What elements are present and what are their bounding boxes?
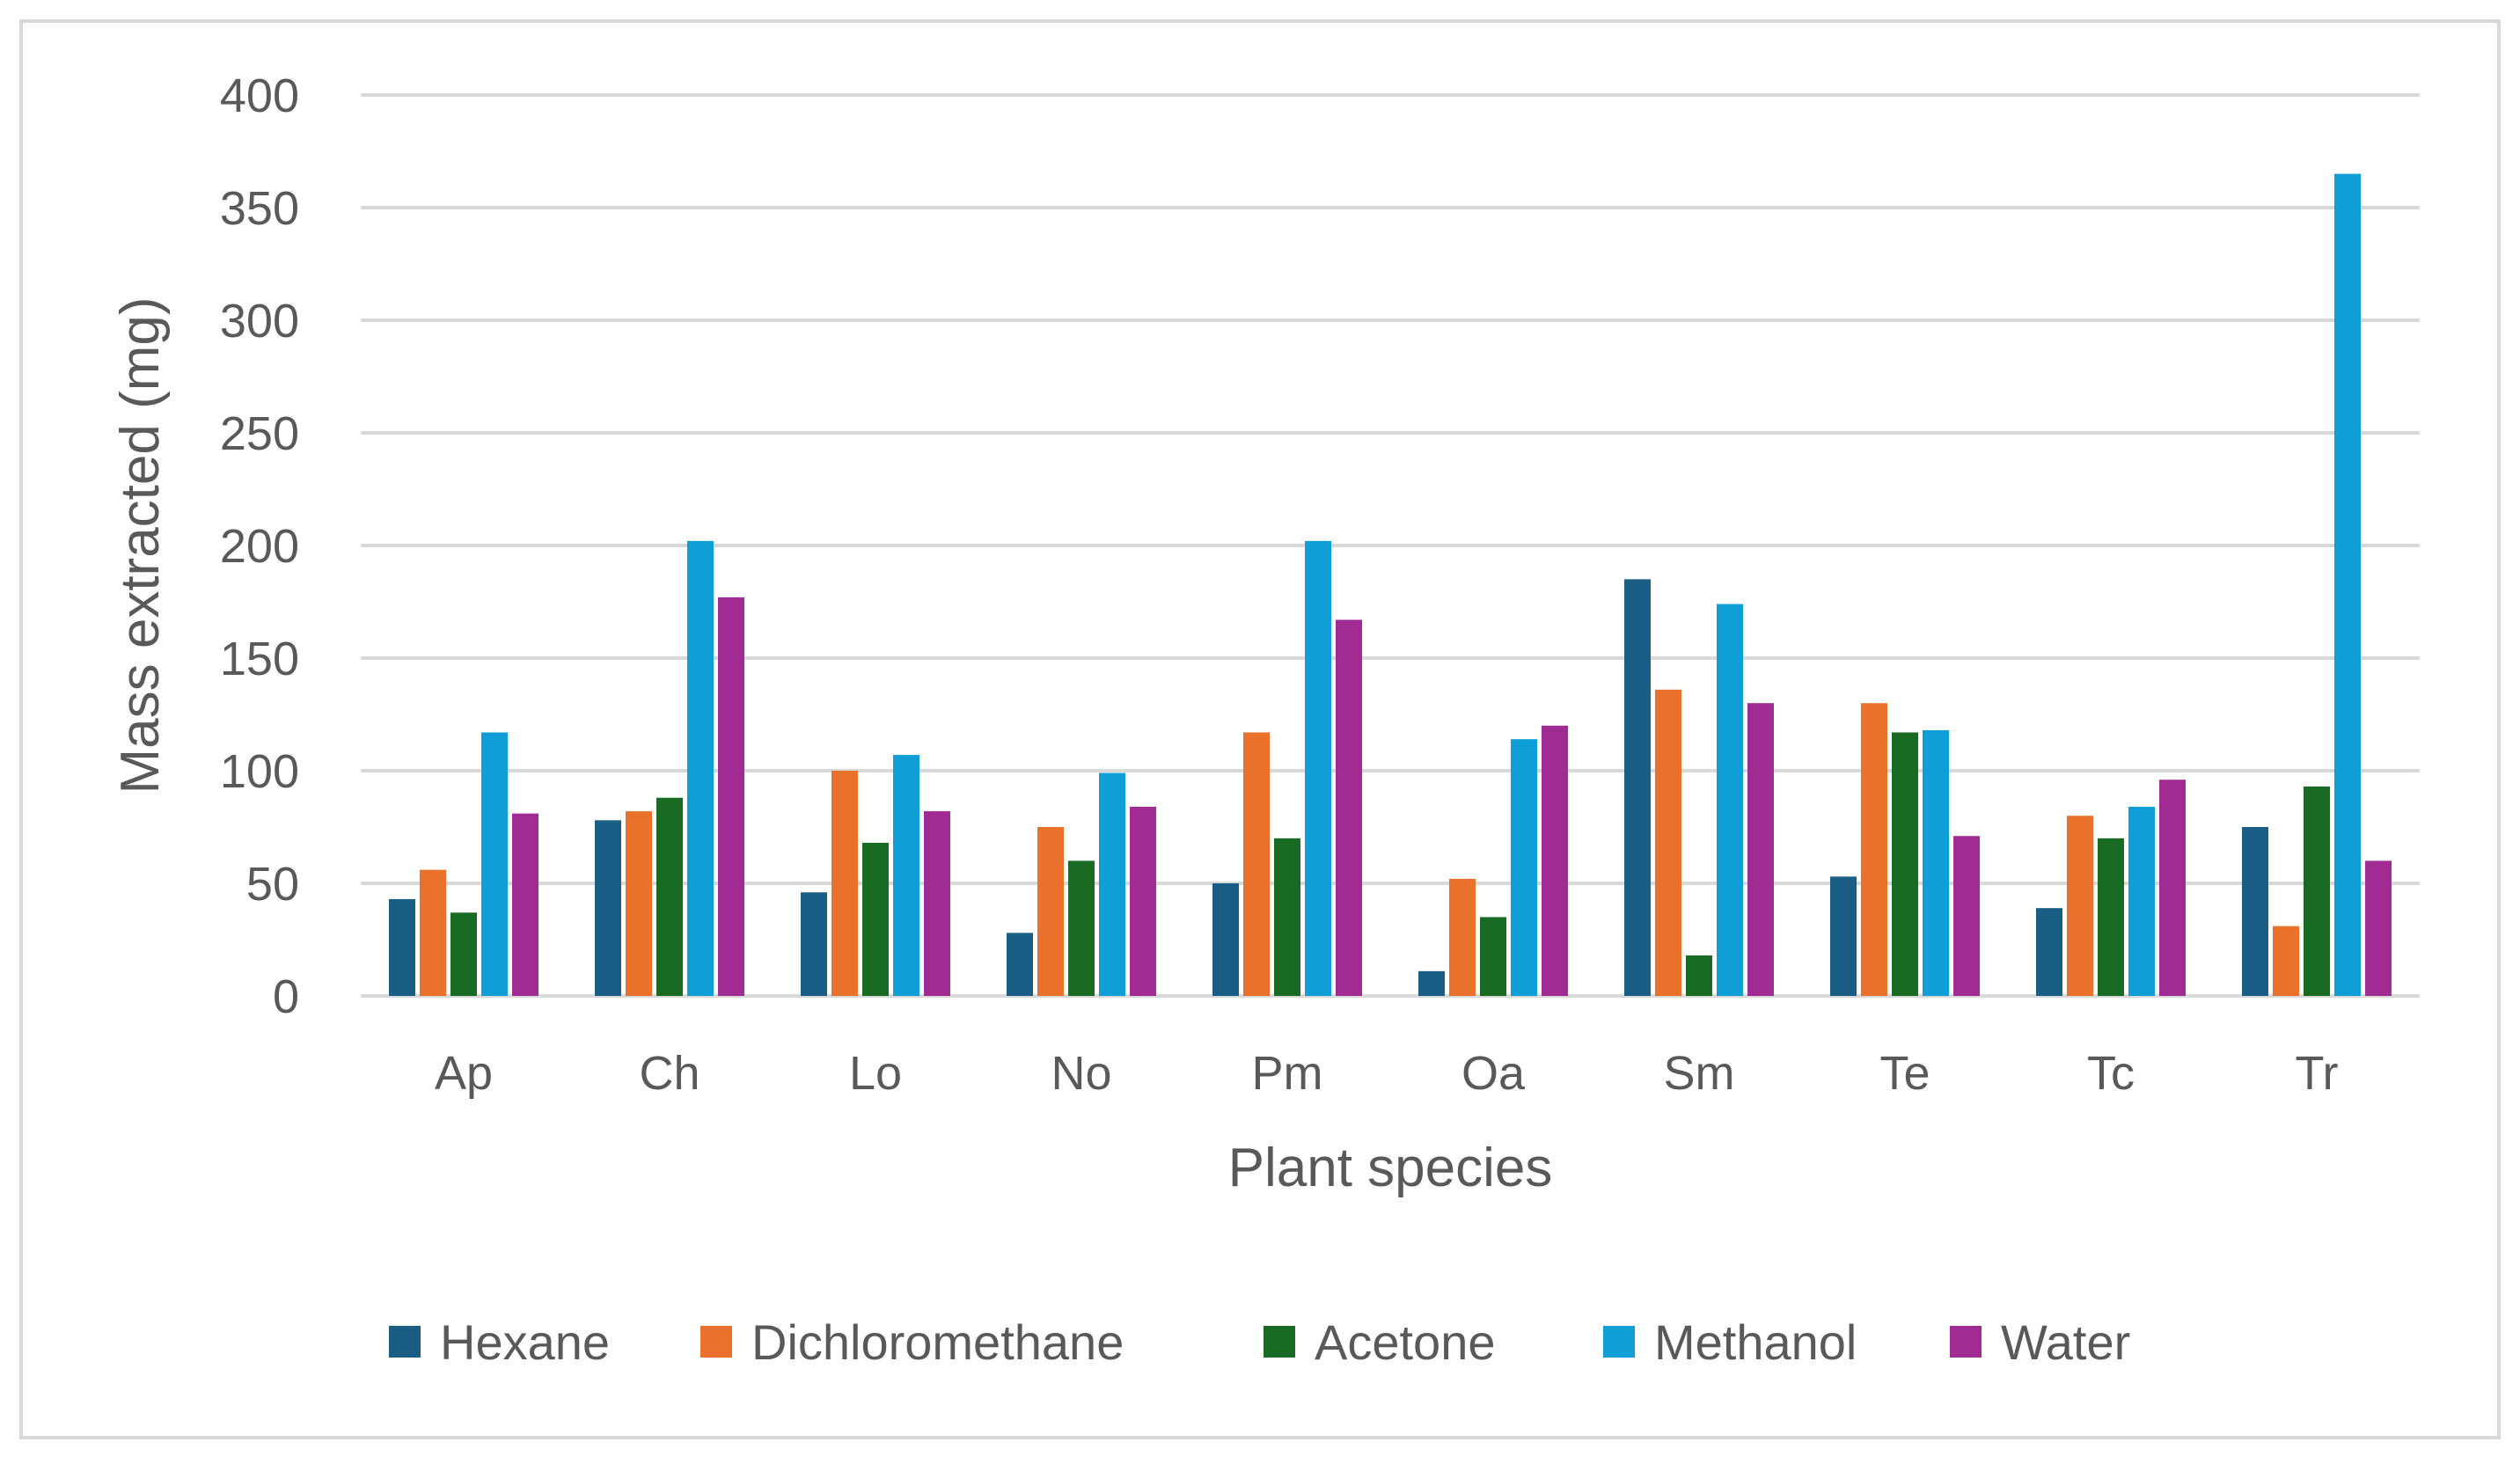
- bar-hexane-ap: [389, 898, 415, 996]
- bar-methanol-ap: [481, 732, 508, 996]
- bar-water-no: [1130, 806, 1156, 996]
- y-tick-label: 200: [220, 520, 299, 573]
- legend-label-water: Water: [2001, 1314, 2130, 1370]
- legend-swatch-water: [1950, 1326, 1982, 1358]
- bar-acetone-te: [1892, 732, 1918, 996]
- bar-water-te: [1953, 836, 1980, 996]
- bar-hexane-tc: [2036, 908, 2062, 996]
- bar-methanol-pm: [1305, 540, 1331, 996]
- x-tick-label: Te: [1879, 1047, 1930, 1100]
- y-tick-label: 300: [220, 295, 299, 348]
- bar-dichloromethane-te: [1861, 703, 1887, 996]
- bar-acetone-ap: [451, 912, 477, 996]
- bar-dichloromethane-lo: [831, 771, 858, 996]
- bar-hexane-sm: [1624, 579, 1651, 996]
- bar-water-tc: [2159, 780, 2186, 996]
- y-tick-label: 50: [246, 858, 299, 911]
- bar-dichloromethane-no: [1037, 827, 1064, 996]
- x-axis-label: Plant species: [1228, 1138, 1553, 1198]
- bar-dichloromethane-ch: [626, 811, 652, 996]
- legend-swatch-dichloromethane: [700, 1326, 732, 1358]
- x-tick-label: Lo: [849, 1047, 902, 1100]
- x-axis-ticks: Ap Ch Lo No Pm Oa Sm Te Tc Tr: [435, 1047, 2339, 1100]
- bar-dichloromethane-tr: [2273, 926, 2299, 996]
- bar-acetone-tc: [2098, 838, 2124, 996]
- bar-hexane-pm: [1212, 883, 1239, 996]
- legend-label-acetone: Acetone: [1315, 1314, 1496, 1370]
- y-axis-ticks: 0 50 100 150 200 250 300 350 400: [220, 70, 299, 1023]
- bar-hexane-no: [1007, 933, 1033, 996]
- bar-methanol-oa: [1511, 739, 1537, 996]
- bar-acetone-ch: [656, 797, 683, 996]
- bar-dichloromethane-oa: [1449, 878, 1476, 996]
- y-tick-label: 150: [220, 633, 299, 685]
- bar-hexane-oa: [1418, 970, 1445, 996]
- x-tick-label: Ch: [639, 1047, 700, 1100]
- bar-water-ap: [512, 813, 538, 996]
- bar-water-sm: [1747, 703, 1774, 996]
- bar-acetone-tr: [2304, 786, 2330, 996]
- legend-label-methanol: Methanol: [1654, 1314, 1857, 1370]
- bar-water-lo: [924, 811, 950, 996]
- bar-acetone-oa: [1480, 917, 1506, 996]
- bar-hexane-lo: [801, 892, 827, 996]
- bar-acetone-lo: [862, 842, 889, 996]
- y-axis-label: Mass extracted (mg): [110, 296, 171, 794]
- bar-methanol-te: [1923, 729, 1949, 996]
- x-tick-label: Oa: [1461, 1047, 1526, 1100]
- x-tick-label: Ap: [435, 1047, 493, 1100]
- bar-dichloromethane-sm: [1655, 689, 1681, 996]
- bar-hexane-ch: [595, 820, 621, 996]
- legend-swatch-acetone: [1264, 1326, 1295, 1358]
- x-tick-label: No: [1051, 1047, 1111, 1100]
- bar-water-pm: [1336, 619, 1362, 996]
- x-tick-label: Tr: [2296, 1047, 2339, 1100]
- legend-label-hexane: Hexane: [440, 1314, 610, 1370]
- bar-acetone-sm: [1686, 955, 1712, 996]
- bar-acetone-no: [1068, 860, 1095, 996]
- bar-dichloromethane-ap: [420, 869, 446, 996]
- bar-hexane-te: [1830, 876, 1857, 996]
- y-tick-label: 400: [220, 70, 299, 122]
- y-tick-label: 250: [220, 407, 299, 460]
- y-tick-label: 0: [273, 970, 299, 1023]
- chart-frame: [19, 19, 2501, 1439]
- bar-water-ch: [718, 597, 744, 996]
- legend: Hexane Dichloromethane Acetone Methanol Wate…: [389, 1314, 2130, 1370]
- legend-swatch-hexane: [389, 1326, 421, 1358]
- bar-methanol-tr: [2334, 173, 2361, 997]
- bar-dichloromethane-pm: [1243, 732, 1270, 996]
- y-tick-label: 100: [220, 745, 299, 798]
- x-tick-label: Sm: [1664, 1047, 1735, 1100]
- legend-swatch-methanol: [1603, 1326, 1635, 1358]
- bar-hexane-tr: [2242, 827, 2268, 996]
- bar-methanol-sm: [1717, 604, 1743, 996]
- bar-methanol-ch: [687, 540, 714, 996]
- legend-label-dichloromethane: Dichloromethane: [751, 1314, 1124, 1370]
- bar-methanol-tc: [2128, 806, 2155, 996]
- bar-water-oa: [1542, 725, 1568, 996]
- bar-water-tr: [2365, 860, 2392, 996]
- x-tick-label: Tc: [2087, 1047, 2135, 1100]
- bar-acetone-pm: [1274, 838, 1300, 996]
- bar-methanol-no: [1099, 772, 1125, 996]
- bars: [389, 173, 2392, 997]
- bar-methanol-lo: [893, 755, 919, 996]
- x-tick-label: Pm: [1252, 1047, 1323, 1100]
- bar-dichloromethane-tc: [2067, 816, 2093, 996]
- y-tick-label: 350: [220, 182, 299, 235]
